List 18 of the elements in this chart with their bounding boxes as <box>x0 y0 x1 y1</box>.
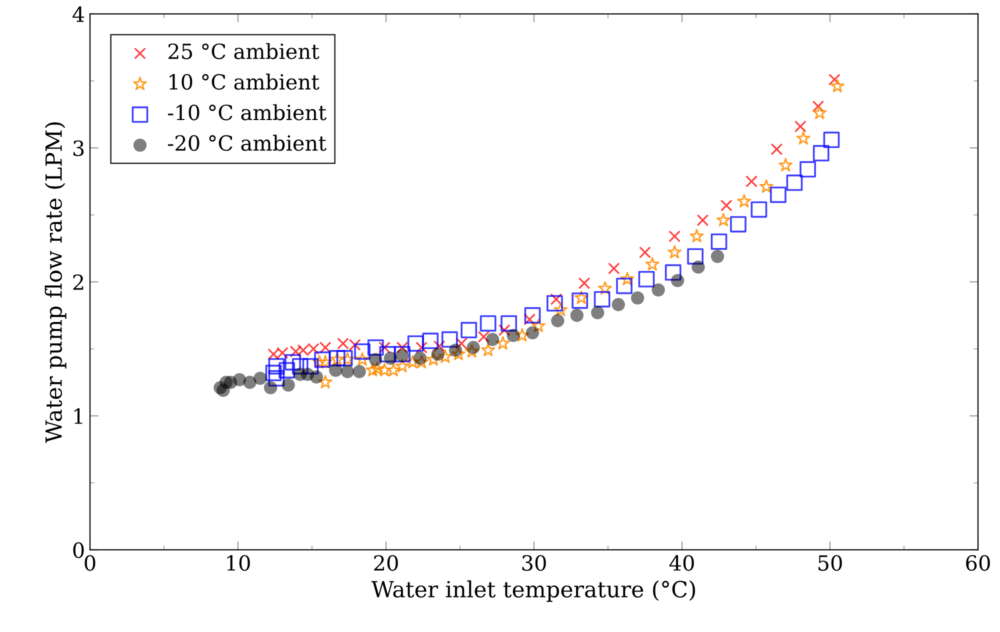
y-tick-label: 1 <box>74 408 82 424</box>
x-tick-label: 10 <box>227 555 250 571</box>
x-axis-title: Water inlet temperature (°C) <box>371 580 695 602</box>
y-tick-label: 4 <box>72 6 84 22</box>
legend-label: -10 °C ambient <box>168 104 326 120</box>
y-axis-title: Water pump flow rate (LPM) <box>44 122 66 443</box>
y-tick-label: 3 <box>73 140 84 156</box>
y-tick-label: 0 <box>73 542 84 558</box>
x-tick-label: 30 <box>522 555 546 571</box>
legend-label: 10 °C ambient <box>170 74 320 90</box>
legend-label: -20 °C ambient <box>168 134 326 151</box>
y-tick-label: 2 <box>73 274 84 290</box>
x-tick-label: 0 <box>84 555 96 571</box>
x-tick-label: 40 <box>669 555 694 571</box>
x-tick-label: 20 <box>374 555 398 571</box>
legend-label: 25 °C ambient <box>168 43 320 60</box>
x-tick-label: 60 <box>966 555 990 571</box>
x-tick-label: 50 <box>818 555 842 571</box>
